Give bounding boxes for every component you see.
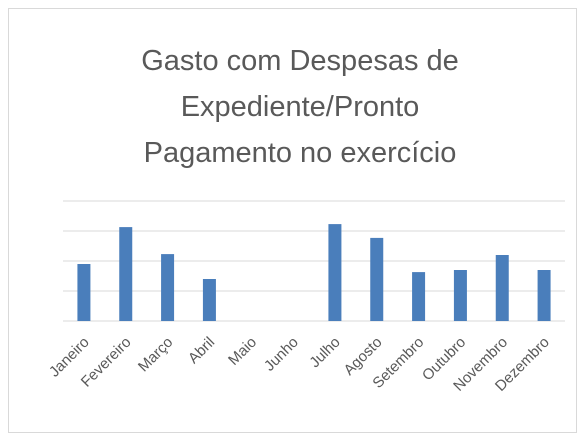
bar [202, 279, 216, 321]
chart-title: Pagamento no exercício [144, 137, 457, 169]
bar [537, 270, 551, 321]
chart-title: Gasto com Despesas de [141, 45, 459, 77]
bar [161, 254, 175, 321]
bar [370, 237, 384, 321]
chart-border [8, 8, 577, 433]
bar [77, 264, 91, 321]
bar [328, 224, 342, 321]
chart-title: Expediente/Pronto [181, 91, 420, 123]
bar [119, 227, 133, 321]
bar [453, 270, 467, 321]
bar [495, 255, 509, 321]
bar [412, 272, 426, 321]
